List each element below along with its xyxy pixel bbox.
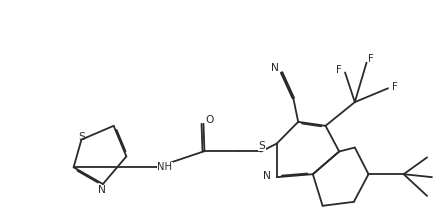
Text: N: N <box>263 171 270 181</box>
Text: F: F <box>392 82 398 92</box>
Text: O: O <box>205 115 214 125</box>
Text: S: S <box>258 141 266 151</box>
Text: F: F <box>336 65 342 75</box>
Text: N: N <box>271 63 279 73</box>
Text: S: S <box>78 131 85 142</box>
Text: N: N <box>98 185 106 195</box>
Text: F: F <box>368 54 374 64</box>
Text: NH: NH <box>157 162 172 172</box>
